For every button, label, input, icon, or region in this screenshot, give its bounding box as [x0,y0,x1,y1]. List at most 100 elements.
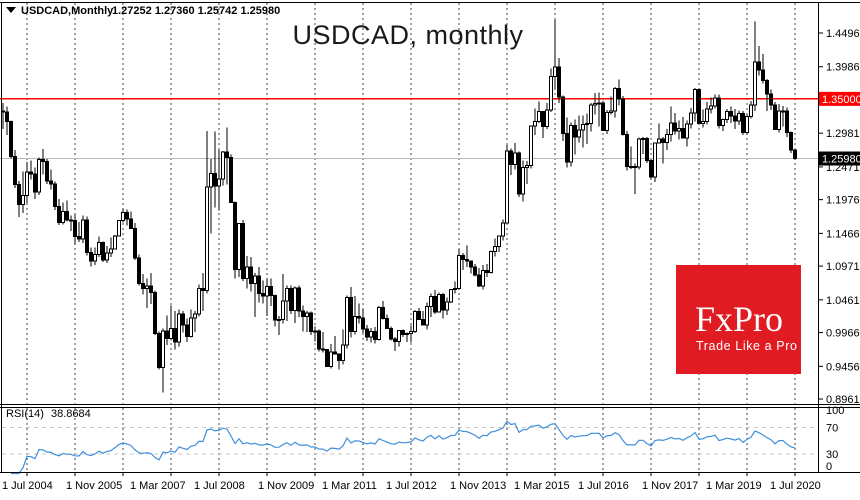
price-axis-badges: 1.35000 1.25980 [819,91,860,166]
chart-header: USDCAD,Monthly 1.27252 1.27360 1.25742 1… [6,5,280,17]
candle [161,328,165,393]
candle [397,329,401,347]
price-tick-label: 1.19760 [826,195,860,207]
candle [457,249,461,290]
candle [385,314,389,329]
candle [437,292,441,313]
candle [749,101,753,119]
candle [413,310,417,333]
candle [665,128,669,150]
candle [197,284,201,317]
ohlc-readout: 1.27252 1.27360 1.25742 1.25980 [112,5,280,17]
candle [445,297,449,315]
candle [9,120,13,159]
candle [705,102,709,125]
date-label: 1 Jul 2012 [386,480,437,492]
candle [73,214,77,245]
candle [521,160,525,202]
candle [69,215,73,231]
candle [237,222,241,278]
candle [45,159,49,185]
candle [109,237,113,257]
candle [85,216,89,256]
date-label: 1 Nov 2017 [642,480,698,492]
candle [205,130,209,294]
fxpro-logo-tagline: Trade Like a Pro [696,339,798,353]
candle [57,199,61,226]
rsi-axis[interactable]: 100 70 300 [826,405,844,473]
candle [285,285,289,322]
candle [793,149,797,161]
candles [1,20,797,393]
candle [145,278,149,308]
candle [497,235,501,252]
candle [777,104,781,133]
candle [321,331,325,353]
candle [509,148,513,175]
candle [405,332,409,343]
candle [125,209,129,226]
candle [677,120,681,140]
candle [477,267,481,288]
candle [589,103,593,132]
candle [737,110,741,125]
candle [49,169,53,190]
candle [669,106,673,142]
candle [769,89,773,111]
candle [721,118,725,131]
level-price-badge [819,91,860,106]
candle [725,109,729,124]
candle [733,109,737,129]
candle [549,68,553,112]
candle [581,115,585,148]
time-axis[interactable]: 1 Jul 2004 1 Nov 2005 1 Mar 2007 1 Jul 2008… [2,480,821,492]
price-tick-label: 1.39860 [826,62,860,74]
candle [421,310,425,326]
candle [217,149,221,211]
candle [685,120,689,147]
candle [341,329,345,365]
candle [609,96,613,115]
candle [25,162,29,204]
candle [453,281,457,294]
candle [293,286,297,324]
price-axis[interactable]: 1.449601.398601.298101.247101.197601.146… [818,28,860,406]
candle [369,328,373,343]
candle [29,160,33,180]
date-label: 1 Nov 2005 [66,480,122,492]
candle [433,289,437,314]
candle [313,326,317,342]
candle [257,266,261,303]
candle [273,294,277,327]
candle [297,285,301,318]
candle [225,127,229,185]
candle [781,106,785,127]
candle [449,288,453,303]
candle [305,311,309,332]
candle [417,307,421,321]
current-price-badge-label: 1.25980 [822,154,860,166]
candle [465,245,469,268]
date-label: 1 Jul 2016 [578,480,629,492]
candle [121,208,125,223]
date-label: 1 Jul 2020 [770,480,821,492]
candle [729,106,733,124]
candle [93,247,97,266]
date-label: 1 Nov 2009 [258,480,314,492]
candle [117,220,121,237]
candle [357,303,361,324]
candle [41,149,45,175]
candle [349,287,353,338]
candle [345,295,349,349]
chart-frame [0,2,860,473]
candle [693,87,697,122]
candle [441,292,445,319]
rsi-panel[interactable]: RSI(14) 38.8684 [2,408,818,475]
candle [593,92,597,115]
candle [53,181,57,210]
symbol-dropdown-icon[interactable] [6,7,16,13]
candle [21,171,25,213]
candle [717,94,721,129]
